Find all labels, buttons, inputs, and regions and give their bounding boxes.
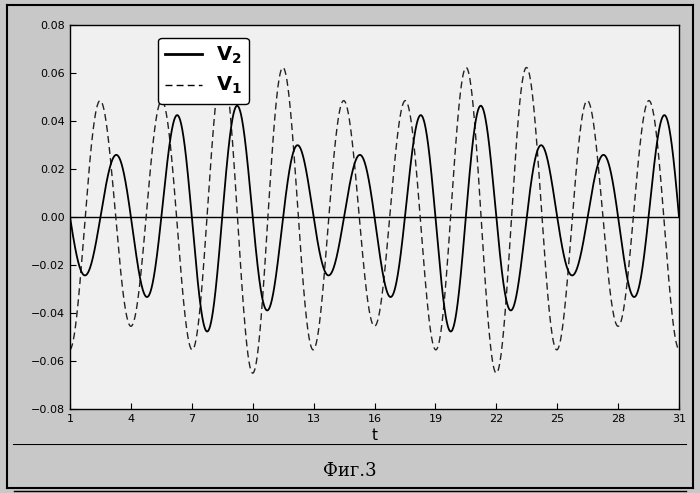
Legend: $\mathbf{V_2}$, $\mathbf{V_1}$: $\mathbf{V_2}$, $\mathbf{V_1}$ — [158, 37, 249, 104]
X-axis label: t: t — [372, 428, 377, 443]
Text: Фиг.3: Фиг.3 — [323, 462, 377, 480]
